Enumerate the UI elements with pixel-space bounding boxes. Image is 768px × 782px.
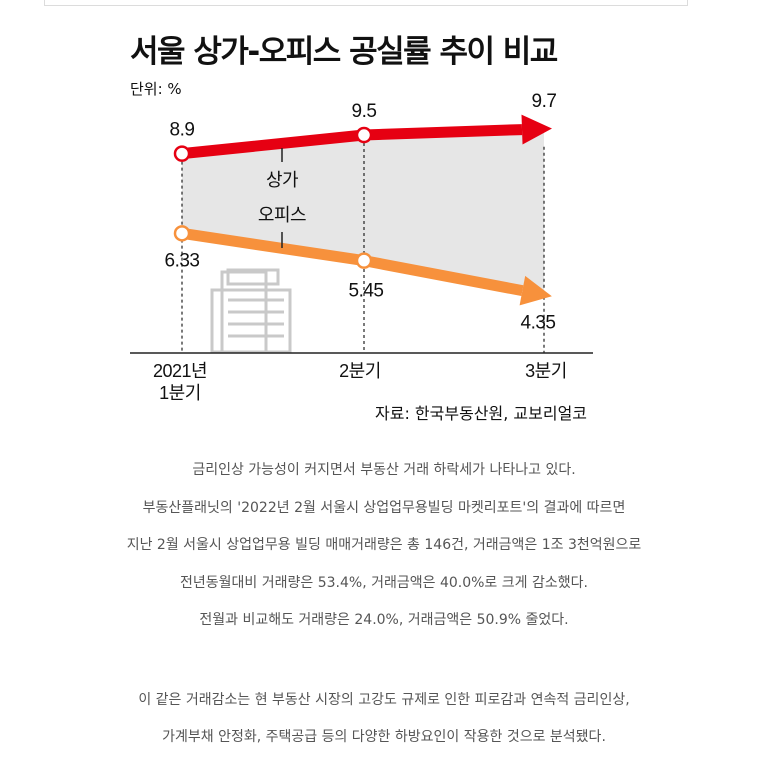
office-value-label: 4.35 <box>521 313 556 334</box>
article-body: 금리인상 가능성이 커지면서 부동산 거래 하락세가 나타나고 있다. 부동산플… <box>0 452 768 757</box>
article-line: 전년동월대비 거래량은 53.4%, 거래금액은 40.0%로 크게 감소했다. <box>180 574 588 591</box>
unit-label: 단위: % <box>130 80 182 98</box>
article-line: 전월과 비교해도 거래량은 24.0%, 거래금액은 50.9% 줄었다. <box>199 612 569 628</box>
x-tick-label: 1분기 <box>159 383 201 403</box>
office-series-point <box>355 252 373 269</box>
office-value-label: 6.33 <box>165 250 200 271</box>
store-value-label: 9.7 <box>532 91 557 112</box>
store-value-label: 8.9 <box>170 120 195 141</box>
gap-fill <box>182 128 544 295</box>
source-note: 자료: 한국부동산원, 교보리얼코 <box>375 404 588 423</box>
office-series-point <box>173 225 191 242</box>
building-icon <box>210 268 292 354</box>
article-line: 금리인상 가능성이 커지면서 부동산 거래 하락세가 나타나고 있다. <box>192 462 576 478</box>
chart-title: 서울 상가-오피스 공실률 추이 비교 <box>130 34 558 70</box>
store-series-arrowhead <box>521 114 552 145</box>
building-part <box>226 268 280 286</box>
article-line: 가계부채 안정화, 주택공급 등의 다양한 하방요인이 작용한 것으로 분석됐다… <box>162 729 606 745</box>
article-line: 이 같은 거래감소는 현 부동산 시장의 고강도 규제로 인한 피로감과 연속적… <box>138 691 630 708</box>
paragraph-gap <box>0 640 768 682</box>
store-series-label: 상가 <box>266 170 298 190</box>
x-tick-label: 3분기 <box>525 361 567 381</box>
top-frame <box>44 0 688 6</box>
store-value-label: 9.5 <box>352 101 377 122</box>
office-value-label: 5.45 <box>349 281 384 302</box>
x-tick-label: 2분기 <box>339 361 381 381</box>
store-series-point <box>173 145 191 162</box>
article-line: 부동산플래닛의 '2022년 2월 서울시 상업업무용빌딩 마켓리포트'의 결과… <box>142 499 626 516</box>
x-tick-label: 2021년 <box>153 361 207 381</box>
article-line: 지난 2월 서울시 상업업무용 빌딩 매매거래량은 총 146건, 거래금액은 … <box>126 537 642 553</box>
office-series-label: 오피스 <box>258 205 306 225</box>
store-series-point <box>355 126 373 144</box>
office-series-arrowhead <box>519 275 552 306</box>
